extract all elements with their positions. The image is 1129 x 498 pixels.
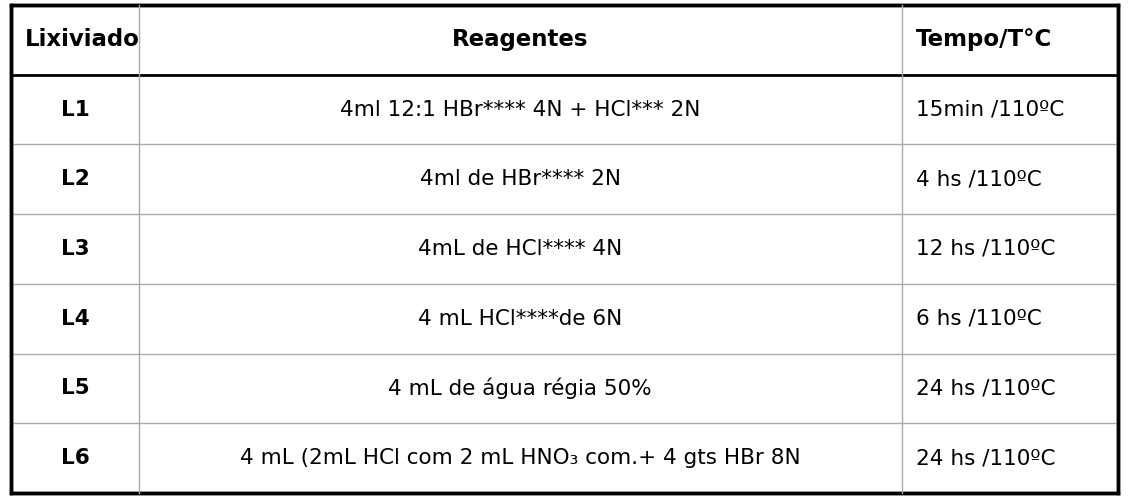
Text: 4 mL HCl****de 6N: 4 mL HCl****de 6N <box>418 309 622 329</box>
Text: 4ml 12:1 HBr**** 4N + HCl*** 2N: 4ml 12:1 HBr**** 4N + HCl*** 2N <box>340 100 700 120</box>
Text: 12 hs /110ºC: 12 hs /110ºC <box>916 239 1054 259</box>
Text: L6: L6 <box>61 448 89 468</box>
Text: 4mL de HCl**** 4N: 4mL de HCl**** 4N <box>418 239 622 259</box>
Text: 24 hs /110ºC: 24 hs /110ºC <box>916 448 1054 468</box>
Text: L4: L4 <box>61 309 89 329</box>
Text: 4 hs /110ºC: 4 hs /110ºC <box>916 169 1041 189</box>
Text: 15min /110ºC: 15min /110ºC <box>916 100 1064 120</box>
Text: 24 hs /110ºC: 24 hs /110ºC <box>916 378 1054 398</box>
Text: 4ml de HBr**** 2N: 4ml de HBr**** 2N <box>420 169 621 189</box>
Text: Reagentes: Reagentes <box>452 28 588 51</box>
Text: L2: L2 <box>61 169 89 189</box>
Text: Tempo/T°C: Tempo/T°C <box>916 28 1052 51</box>
Text: 4 mL (2mL HCl com 2 mL HNO₃ com.+ 4 gts HBr 8N: 4 mL (2mL HCl com 2 mL HNO₃ com.+ 4 gts … <box>240 448 800 468</box>
Text: 6 hs /110ºC: 6 hs /110ºC <box>916 309 1041 329</box>
Text: L5: L5 <box>61 378 89 398</box>
Text: L1: L1 <box>61 100 89 120</box>
Text: 4 mL de água régia 50%: 4 mL de água régia 50% <box>388 377 653 399</box>
Text: Lixiviado: Lixiviado <box>25 28 140 51</box>
Text: L3: L3 <box>61 239 89 259</box>
